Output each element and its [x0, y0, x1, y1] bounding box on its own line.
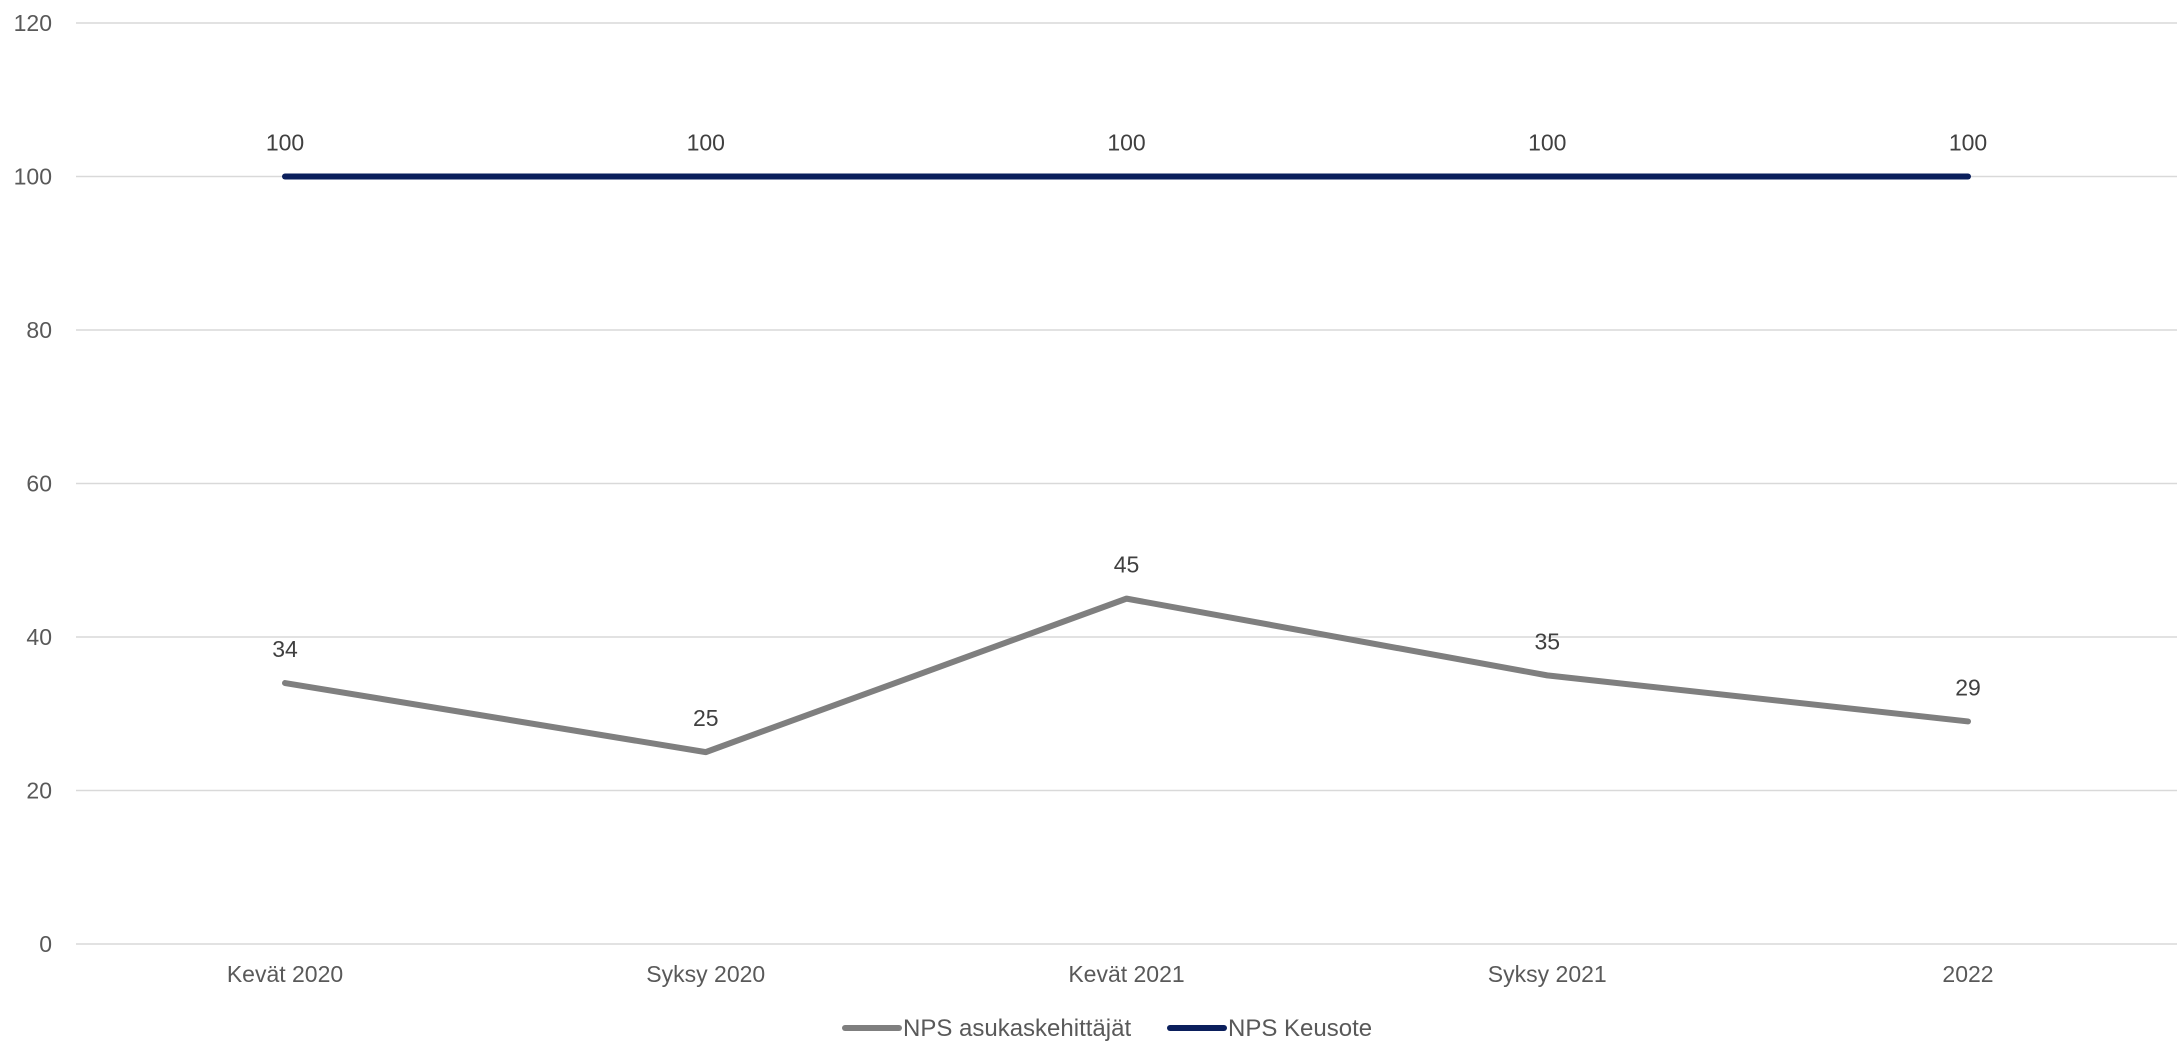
data-label: 25 [693, 705, 719, 731]
x-tick-label: Syksy 2021 [1488, 961, 1607, 987]
gridlines [76, 22, 2177, 945]
x-tick-label: Kevät 2021 [1068, 961, 1184, 987]
series-lines [282, 173, 1971, 756]
y-tick-label: 40 [26, 624, 52, 650]
data-label: 100 [687, 130, 725, 156]
legend-label-0: NPS asukaskehittäjät [903, 1015, 1131, 1041]
data-label: 100 [266, 130, 304, 156]
x-tick-label: 2022 [1942, 961, 1993, 987]
data-label: 35 [1534, 628, 1560, 654]
x-axis: Kevät 2020 Syksy 2020 Kevät 2021 Syksy 2021… [227, 961, 1994, 987]
y-tick-label: 120 [14, 10, 52, 36]
data-labels: 34 25 45 35 29 100 100 100 100 100 [266, 130, 1987, 732]
data-label: 100 [1107, 130, 1145, 156]
data-label: 100 [1949, 130, 1987, 156]
data-label: 45 [1114, 552, 1140, 578]
y-axis: 0 20 40 60 80 100 120 [14, 10, 52, 957]
y-tick-label: 100 [14, 164, 52, 190]
x-tick-label: Kevät 2020 [227, 961, 343, 987]
data-label: 29 [1955, 674, 1981, 700]
data-label: 34 [272, 636, 298, 662]
y-tick-label: 20 [26, 778, 52, 804]
y-tick-label: 0 [39, 931, 52, 957]
x-tick-label: Syksy 2020 [646, 961, 765, 987]
legend-label-1: NPS Keusote [1228, 1015, 1372, 1041]
y-tick-label: 60 [26, 471, 52, 497]
data-label: 100 [1528, 130, 1566, 156]
series-line-0 [282, 595, 1971, 756]
legend: NPS asukaskehittäjät NPS Keusote [842, 1015, 1372, 1041]
y-tick-label: 80 [26, 317, 52, 343]
